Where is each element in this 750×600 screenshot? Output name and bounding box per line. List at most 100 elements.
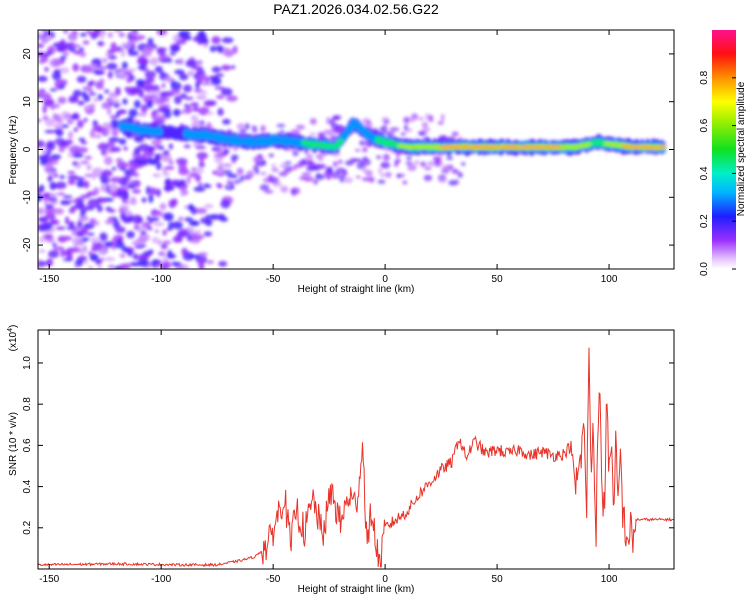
noise-blob bbox=[83, 117, 88, 123]
halo-blob bbox=[354, 148, 361, 152]
halo-blob bbox=[420, 161, 426, 165]
halo-blob bbox=[400, 132, 407, 136]
noise-blob bbox=[49, 58, 62, 68]
halo-blob bbox=[378, 167, 383, 174]
noise-blob bbox=[191, 220, 197, 226]
snr-scale-suffix: ) bbox=[8, 325, 19, 328]
noise-blob bbox=[87, 232, 95, 236]
noise-blob bbox=[169, 52, 176, 56]
noise-blob bbox=[206, 111, 215, 115]
noise-blob bbox=[40, 88, 45, 93]
spectrogram-xtick-label: -50 bbox=[266, 274, 281, 285]
noise-blob bbox=[76, 220, 83, 229]
halo-blob bbox=[361, 177, 371, 182]
noise-blob bbox=[92, 241, 98, 249]
noise-blob bbox=[38, 32, 44, 40]
halo-blob bbox=[301, 158, 308, 165]
noise-blob bbox=[168, 199, 176, 209]
noise-blob bbox=[132, 172, 140, 178]
noise-blob bbox=[111, 127, 119, 137]
colorbar-ticks: 0.0 0.2 0.4 0.6 0.8 bbox=[699, 70, 736, 276]
noise-blob bbox=[73, 127, 78, 133]
noise-blob bbox=[87, 89, 94, 94]
noise-blob bbox=[217, 108, 224, 116]
snr-scale-label: (x104) bbox=[7, 325, 19, 352]
noise-blob bbox=[128, 159, 139, 165]
noise-blob bbox=[192, 235, 204, 240]
spectrogram-xtick-label: 0 bbox=[382, 274, 388, 285]
noise-blob bbox=[89, 237, 100, 243]
noise-blob bbox=[38, 249, 46, 253]
noise-blob bbox=[90, 246, 100, 252]
ridge-blob bbox=[157, 127, 163, 137]
noise-blob bbox=[52, 140, 62, 144]
noise-blob bbox=[56, 41, 67, 46]
noise-blob bbox=[118, 138, 127, 145]
halo-blob bbox=[421, 126, 431, 133]
halo-blob bbox=[278, 171, 288, 177]
noise-blob bbox=[54, 103, 61, 109]
noise-blob bbox=[104, 257, 116, 262]
noise-blob bbox=[117, 164, 125, 168]
noise-blob bbox=[80, 160, 90, 165]
noise-blob bbox=[162, 240, 172, 245]
noise-blob bbox=[61, 44, 70, 51]
noise-blob bbox=[137, 65, 146, 70]
halo-blob bbox=[417, 130, 427, 136]
noise-blob bbox=[203, 231, 213, 237]
noise-blob bbox=[160, 96, 167, 102]
noise-blob bbox=[195, 145, 207, 150]
noise-blob bbox=[43, 192, 51, 197]
halo-blob bbox=[337, 159, 344, 165]
noise-blob bbox=[133, 99, 141, 109]
halo-blob bbox=[365, 169, 373, 178]
noise-blob bbox=[110, 42, 117, 52]
noise-blob bbox=[129, 162, 138, 172]
noise-blob bbox=[50, 200, 58, 205]
noise-blob bbox=[95, 241, 103, 249]
noise-blob bbox=[100, 30, 105, 40]
noise-blob bbox=[170, 81, 182, 91]
noise-blob bbox=[45, 209, 55, 217]
halo-blob bbox=[421, 121, 428, 128]
noise-blob bbox=[226, 95, 238, 102]
noise-blob bbox=[178, 30, 191, 37]
noise-blob bbox=[100, 150, 107, 155]
halo-blob bbox=[303, 149, 309, 155]
halo-blob bbox=[356, 162, 366, 170]
noise-blob bbox=[132, 215, 144, 225]
halo-blob bbox=[252, 156, 261, 161]
noise-blob bbox=[38, 193, 43, 202]
halo-blob bbox=[223, 169, 233, 175]
noise-blob bbox=[72, 89, 82, 97]
noise-blob bbox=[112, 220, 121, 229]
ridge-blob bbox=[661, 145, 667, 149]
halo-blob bbox=[440, 113, 445, 122]
noise-blob bbox=[86, 202, 98, 207]
noise-blob bbox=[179, 93, 187, 99]
noise-blob bbox=[193, 166, 204, 175]
halo-blob bbox=[264, 189, 274, 194]
noise-blob bbox=[165, 179, 171, 187]
noise-blob bbox=[141, 82, 153, 91]
noise-blob bbox=[66, 225, 78, 231]
noise-blob bbox=[182, 84, 193, 93]
noise-blob bbox=[115, 86, 121, 96]
noise-blob bbox=[115, 111, 121, 118]
colorbar: 0.0 0.2 0.4 0.6 0.8 Normalized spectral ampl… bbox=[699, 30, 747, 276]
noise-blob bbox=[189, 172, 199, 178]
halo-blob bbox=[361, 146, 368, 153]
noise-blob bbox=[79, 51, 87, 58]
halo-blob bbox=[309, 132, 317, 137]
noise-blob bbox=[54, 80, 60, 89]
noise-blob bbox=[42, 105, 47, 114]
noise-blob bbox=[55, 226, 66, 231]
noise-blob bbox=[133, 180, 141, 187]
snr-ytick-label: 0.8 bbox=[22, 397, 33, 411]
noise-blob bbox=[171, 221, 183, 230]
noise-blob bbox=[108, 137, 120, 143]
noise-blob bbox=[162, 229, 167, 236]
noise-blob bbox=[45, 143, 56, 151]
noise-blob bbox=[141, 50, 152, 57]
halo-blob bbox=[451, 131, 459, 137]
